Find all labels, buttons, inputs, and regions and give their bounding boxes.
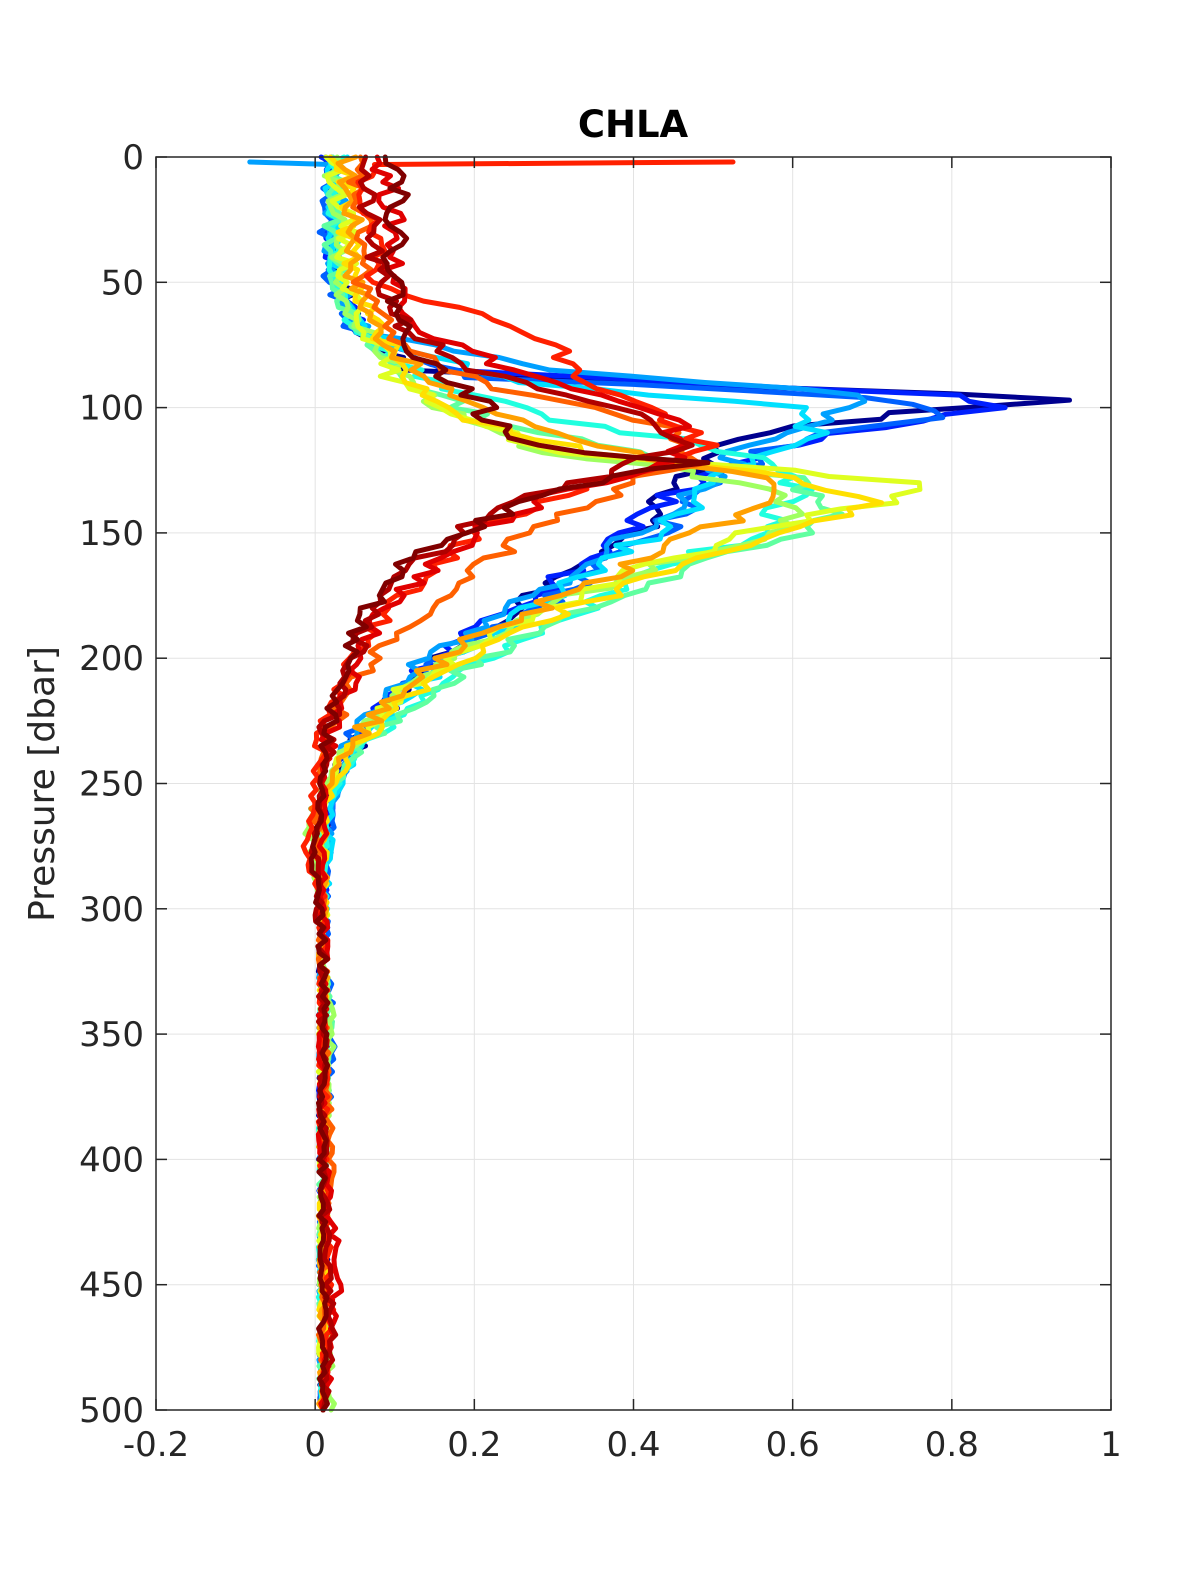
x-tick-label: 0.4: [606, 1425, 660, 1465]
y-tick-label: 0: [122, 138, 144, 178]
y-tick-label: 250: [79, 765, 144, 805]
y-tick-label: 450: [79, 1266, 144, 1306]
profile-line: [308, 154, 711, 1413]
y-axis-title: Pressure [dbar]: [22, 646, 63, 922]
x-tick-label: 0.8: [925, 1425, 979, 1465]
chart-title: CHLA: [578, 103, 689, 146]
axis-ticks: -0.2 0 0.2 0.4 0.6 0.8 1 0 50 100 150 200 250 300 350 4…: [79, 138, 1122, 1465]
x-tick-label: 1: [1100, 1425, 1122, 1465]
y-tick-label: 50: [101, 263, 144, 303]
x-tick-label: 0.6: [766, 1425, 820, 1465]
x-tick-label: 0: [304, 1425, 326, 1465]
y-tick-label: 300: [79, 890, 144, 930]
y-tick-label: 350: [79, 1015, 144, 1055]
y-tick-label: 200: [79, 639, 144, 679]
series-lines: [247, 154, 1072, 1413]
y-tick-label: 400: [79, 1140, 144, 1180]
y-tick-label: 100: [79, 389, 144, 429]
x-tick-label: -0.2: [123, 1425, 189, 1465]
x-tick-label: 0.2: [447, 1425, 501, 1465]
y-tick-label: 150: [79, 514, 144, 554]
y-tick-label: 500: [79, 1391, 144, 1431]
